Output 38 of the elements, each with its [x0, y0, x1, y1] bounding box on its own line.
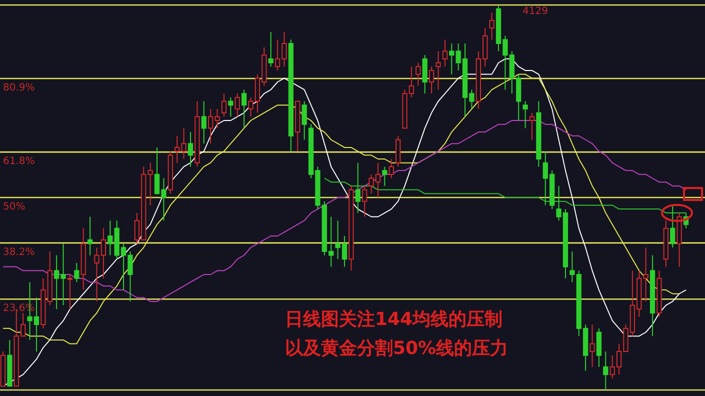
candlestick — [416, 62, 421, 86]
candlestick — [268, 31, 274, 68]
candlestick — [221, 93, 227, 118]
candlestick — [670, 204, 676, 248]
ref-line-label: 50% — [3, 202, 26, 212]
candlestick — [442, 39, 448, 68]
candlestick — [362, 185, 368, 218]
ref-line-label: 61.8% — [3, 156, 35, 168]
candlestick — [422, 54, 428, 94]
candlestick — [87, 216, 93, 256]
annotation: 4129 — [522, 6, 548, 17]
candlestick — [436, 50, 441, 90]
candlestick — [529, 112, 535, 140]
candlestick — [108, 220, 113, 256]
candlestick — [449, 43, 454, 75]
candlestick — [355, 162, 360, 214]
candlestick — [234, 93, 240, 118]
candlestick — [228, 96, 234, 118]
candlestick — [241, 89, 247, 129]
candlestick — [74, 262, 80, 283]
ref-line-label: 38.2% — [3, 246, 35, 258]
candlestick — [382, 166, 388, 186]
candlestick — [67, 274, 73, 310]
candlestick — [388, 158, 394, 179]
annotation: 日线图关注144均线的压制 — [285, 309, 503, 330]
candlestick — [302, 100, 307, 140]
candlestick — [428, 66, 434, 94]
candlestick — [596, 328, 602, 368]
candlestick — [489, 12, 494, 40]
candlestick — [603, 351, 608, 390]
candlestick — [522, 100, 528, 129]
candlestick — [201, 100, 206, 144]
candlestick — [395, 135, 401, 168]
ref-line-label: 80.9% — [3, 82, 35, 94]
candlestick — [570, 250, 575, 283]
candlestick — [188, 132, 194, 168]
candlestick — [590, 324, 595, 368]
annotation: 以及黄金分割50%线的压力 — [285, 338, 508, 359]
